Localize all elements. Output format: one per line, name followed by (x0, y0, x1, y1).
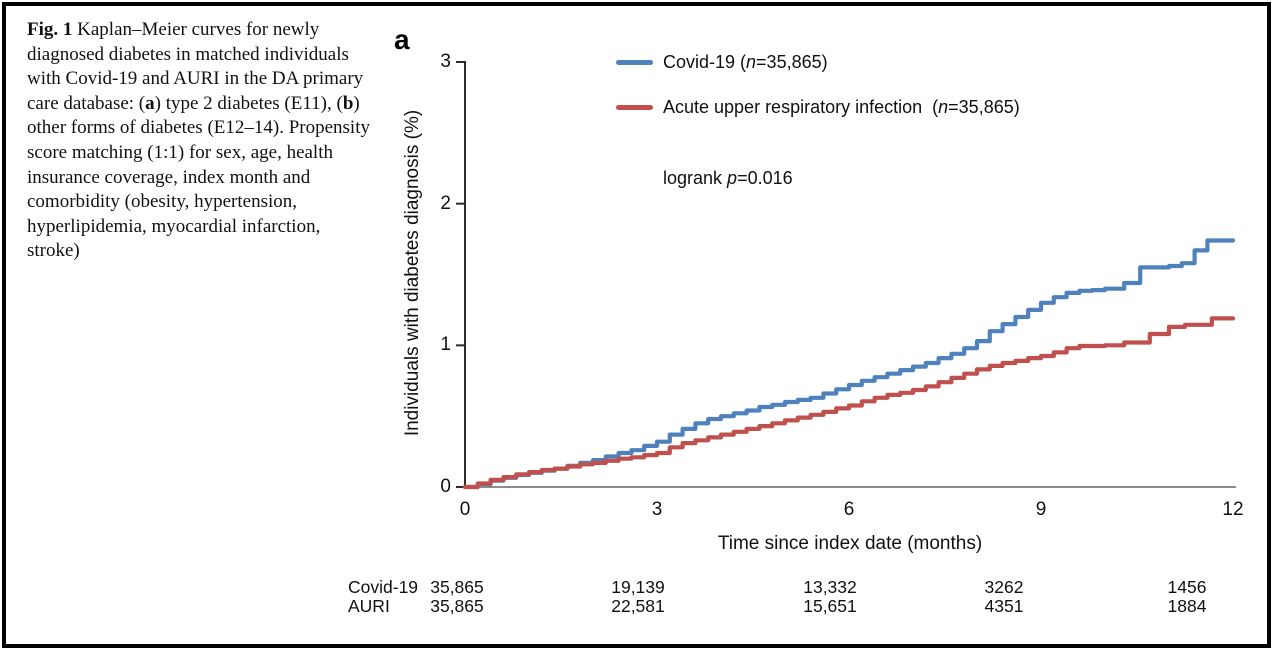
text-part: =35,865) (948, 97, 1020, 117)
risk-value: 35,865 (430, 596, 484, 616)
text-part: logrank (663, 168, 728, 188)
x-tick-label: 12 (1222, 499, 1244, 520)
figure-caption: Fig. 1 Kaplan–Meier curves for newly dia… (27, 18, 371, 264)
text-part: p (727, 168, 738, 188)
risk-value: 13,332 (803, 577, 857, 597)
logrank-annotation: logrank p=0.016 (663, 168, 793, 189)
y-tick-label: 1 (440, 334, 451, 355)
risk-value: 1456 (1167, 577, 1207, 597)
risk-value: 3262 (984, 577, 1024, 597)
text-part: Fig. 1 (27, 19, 73, 40)
y-tick-label: 0 (440, 476, 451, 497)
text-part: n (938, 97, 949, 117)
risk-value: 35,865 (430, 577, 484, 597)
x-tick-label: 9 (1035, 499, 1047, 520)
legend-label-covid: Covid-19 (n=35,865) (663, 52, 828, 73)
text-part: =35,865) (756, 52, 828, 72)
x-axis-title: Time since index date (months) (717, 533, 983, 554)
text-part: Acute upper respiratory infection ( (663, 97, 939, 117)
risk-value: 15,651 (803, 596, 857, 616)
text-part: a (145, 92, 155, 114)
text-part: ) other forms of diabetes (E12–14). Prop… (27, 92, 370, 262)
legend-line-auri (616, 105, 653, 110)
y-tick-label: 2 (440, 193, 451, 214)
risk-value: 22,581 (611, 596, 665, 616)
text-part: Kaplan–Meier curves for newly diagnosed … (27, 19, 364, 114)
y-axis-title: Individuals with diabetes diagnosis (%) (402, 109, 423, 437)
text-part: b (342, 92, 354, 114)
km-curve-auri (462, 316, 1236, 490)
y-tick-label: 3 (440, 51, 451, 72)
risk-row-label: Covid-19 (348, 577, 419, 597)
x-tick-label: 3 (651, 499, 663, 520)
text-part: n (746, 52, 757, 72)
km-curve-covid (462, 238, 1236, 490)
text-part: Covid-19 ( (663, 52, 747, 72)
legend-label-auri: Acute upper respiratory infection (n=35,… (663, 97, 1020, 118)
x-tick-label: 6 (843, 499, 855, 520)
risk-value: 1884 (1167, 596, 1207, 616)
risk-value: 4351 (984, 596, 1024, 616)
x-tick-label: 0 (459, 499, 471, 520)
risk-row-label: AURI (348, 596, 390, 616)
risk-value: 19,139 (611, 577, 665, 597)
legend-line-covid (616, 60, 653, 65)
panel-label-a: a (394, 24, 410, 55)
text-part: ) type 2 diabetes (E11), ( (154, 92, 343, 114)
text-part: =0.016 (737, 168, 793, 188)
